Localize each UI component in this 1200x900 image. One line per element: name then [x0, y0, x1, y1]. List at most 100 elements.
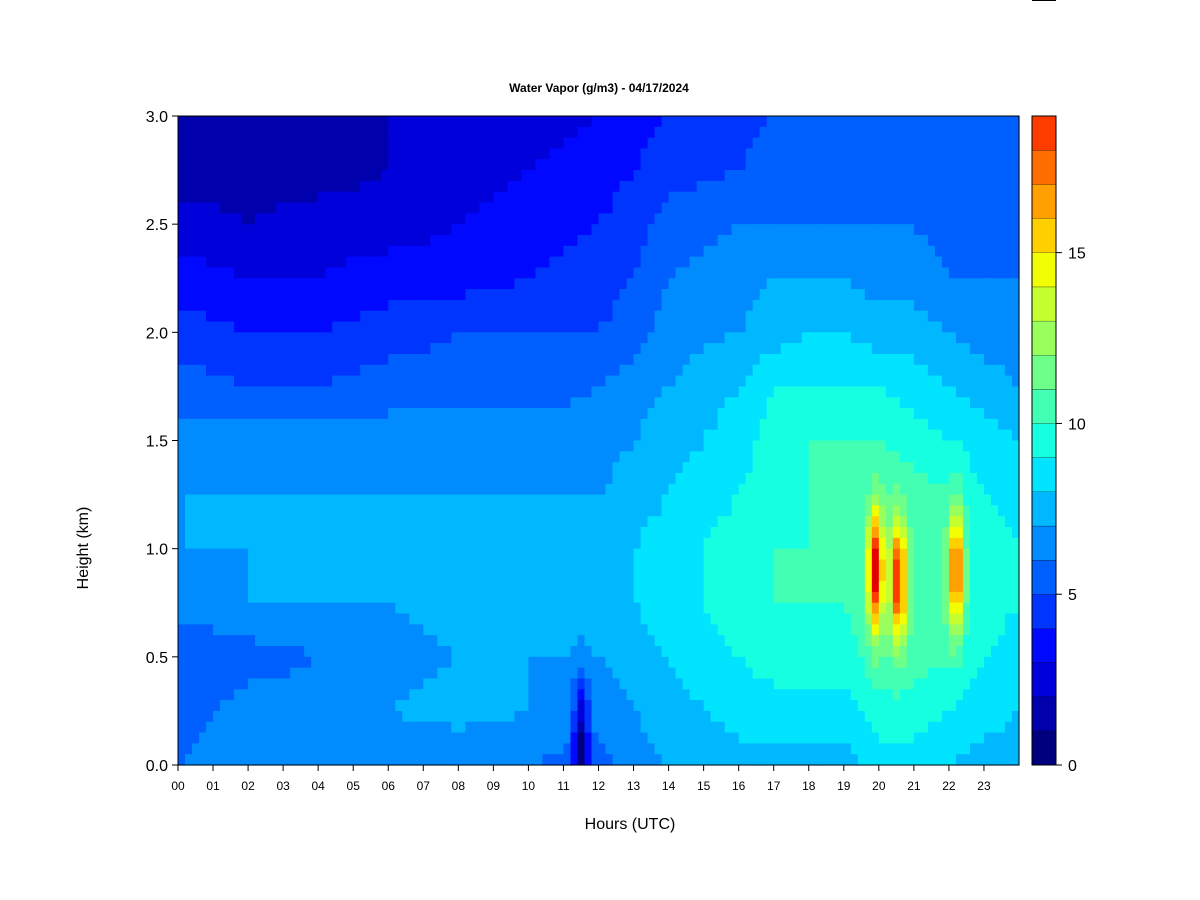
heatmap-cell	[787, 278, 796, 290]
heatmap-cell	[836, 180, 845, 193]
heatmap-cell	[542, 245, 551, 258]
heatmap-cell	[759, 440, 768, 452]
heatmap-cell	[626, 537, 635, 550]
heatmap-cell	[668, 472, 677, 485]
heatmap-cell	[206, 299, 214, 312]
heatmap-cell	[437, 159, 445, 171]
heatmap-cell	[395, 116, 403, 128]
heatmap-cell	[542, 310, 551, 323]
heatmap-cell	[507, 537, 515, 550]
heatmap-cell	[199, 234, 207, 247]
heatmap-cell	[724, 418, 733, 431]
heatmap-cell	[563, 224, 572, 236]
heatmap-cell	[304, 332, 312, 344]
heatmap-cell	[395, 537, 403, 550]
heatmap-cell	[472, 418, 480, 431]
heatmap-cell	[437, 418, 445, 431]
heatmap-cell	[374, 213, 382, 225]
heatmap-cell	[857, 332, 866, 344]
heatmap-cell	[486, 289, 494, 301]
heatmap-cell	[997, 527, 1006, 539]
heatmap-cell	[913, 299, 922, 312]
heatmap-cell	[325, 483, 333, 496]
heatmap-cell	[934, 267, 943, 279]
heatmap-cell	[591, 224, 600, 236]
heatmap-cell	[738, 462, 747, 474]
heatmap-cell	[360, 234, 368, 247]
heatmap-cell	[731, 180, 740, 193]
heatmap-cell	[983, 289, 992, 301]
heatmap-cell	[465, 516, 473, 528]
heatmap-cell	[577, 429, 586, 442]
heatmap-cell	[675, 537, 684, 550]
heatmap-cell	[283, 386, 291, 398]
heatmap-cell	[199, 364, 207, 377]
heatmap-cell	[668, 429, 677, 442]
heatmap-cell	[955, 234, 964, 247]
heatmap-cell	[269, 180, 277, 193]
heatmap-cell	[710, 267, 719, 279]
heatmap-cell	[703, 191, 712, 204]
heatmap-cell	[192, 213, 200, 225]
heatmap-cell	[752, 408, 761, 420]
heatmap-cell	[822, 472, 831, 485]
heatmap-cell	[178, 364, 186, 377]
heatmap-cell	[416, 537, 424, 550]
heatmap-cell	[206, 116, 214, 128]
heatmap-cell	[941, 170, 950, 182]
heatmap-cell	[885, 299, 894, 312]
heatmap-cell	[486, 245, 494, 258]
heatmap-cell	[577, 299, 586, 312]
heatmap-cell	[1004, 245, 1013, 258]
heatmap-cell	[857, 310, 866, 323]
heatmap-cell	[472, 343, 480, 355]
heatmap-cell	[360, 116, 368, 128]
heatmap-cell	[479, 343, 487, 355]
heatmap-cell	[178, 137, 186, 150]
heatmap-cell	[283, 332, 291, 344]
heatmap-cell	[934, 180, 943, 193]
heatmap-cell	[787, 494, 796, 506]
heatmap-cell	[766, 159, 775, 171]
heatmap-cell	[647, 289, 656, 301]
heatmap-cell	[920, 137, 929, 150]
heatmap-cell	[745, 418, 754, 431]
heatmap-cell	[500, 505, 508, 517]
heatmap-cell	[248, 202, 256, 214]
heatmap-cell	[885, 170, 894, 182]
heatmap-cell	[185, 451, 193, 463]
heatmap-cell	[444, 256, 452, 269]
heatmap-cell	[829, 256, 838, 269]
heatmap-cell	[738, 310, 747, 323]
heatmap-cell	[521, 180, 530, 193]
heatmap-cell	[339, 180, 347, 193]
heatmap-cell	[654, 159, 663, 171]
heatmap-cell	[710, 321, 719, 333]
heatmap-cell	[696, 224, 705, 236]
heatmap-cell	[311, 472, 319, 485]
heatmap-cell	[395, 224, 403, 236]
heatmap-cell	[255, 202, 263, 214]
heatmap-cell	[213, 224, 221, 236]
heatmap-cell	[857, 299, 866, 312]
heatmap-cell	[346, 548, 354, 561]
heatmap-cell	[689, 375, 698, 388]
heatmap-cell	[213, 559, 221, 571]
heatmap-cell	[668, 256, 677, 269]
heatmap-cell	[395, 440, 403, 452]
heatmap-cell	[521, 299, 530, 312]
heatmap-cell	[388, 224, 396, 236]
heatmap-cell	[976, 375, 985, 388]
heatmap-cell	[255, 278, 263, 290]
heatmap-cell	[353, 278, 361, 290]
heatmap-cell	[381, 126, 389, 139]
heatmap-cell	[192, 137, 200, 150]
heatmap-cell	[633, 429, 642, 442]
heatmap-cell	[983, 527, 992, 539]
heatmap-cell	[199, 116, 207, 128]
heatmap-cells	[178, 116, 1020, 766]
heatmap-cell	[808, 170, 817, 182]
heatmap-cell	[962, 386, 971, 398]
heatmap-cell	[227, 137, 235, 150]
heatmap-cell	[255, 180, 263, 193]
